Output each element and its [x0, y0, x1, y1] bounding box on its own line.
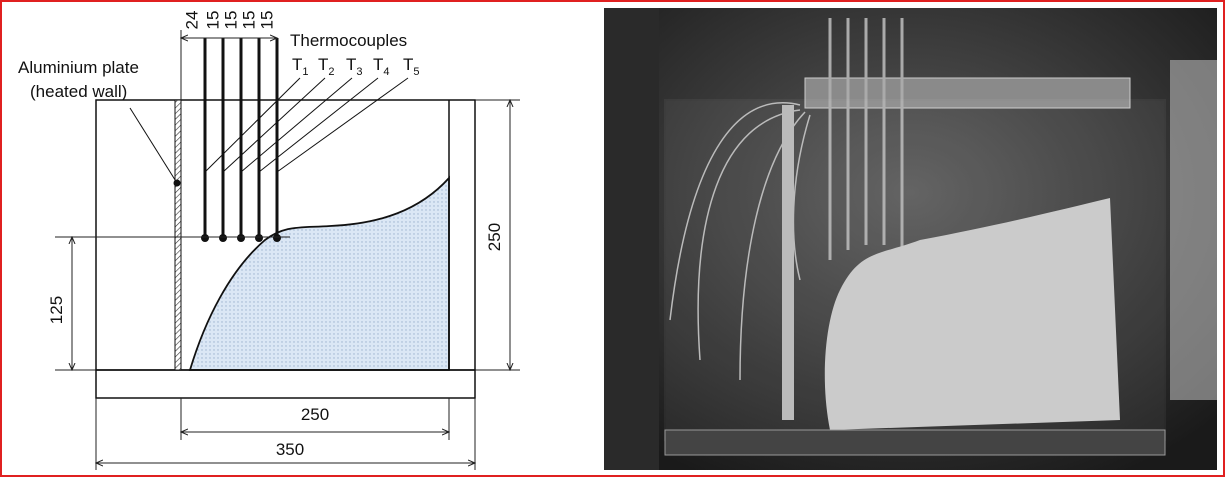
sensor-name: T [292, 55, 302, 74]
sensor-index: 4 [383, 66, 389, 78]
sensor-label: T5 [403, 55, 420, 78]
sensor-index: 1 [302, 66, 308, 78]
sensor-name: T [346, 55, 356, 74]
dimension-label: 250 [301, 405, 329, 424]
dimension-label: 350 [276, 440, 304, 459]
thermocouples-label: Thermocouples [290, 31, 407, 50]
spacing-label: 15 [203, 11, 222, 30]
spacing-label: 15 [239, 11, 258, 30]
sensor-label: T2 [318, 55, 335, 78]
dimension-lines [55, 30, 520, 470]
sand-profile [188, 175, 450, 371]
heated-wall [174, 99, 182, 371]
tank-base [95, 369, 476, 399]
sensor-dots [173, 179, 281, 242]
sensor-name: T [318, 55, 328, 74]
spacing-label: 15 [221, 11, 240, 30]
photo [604, 8, 1217, 470]
dimension-label: 250 [485, 223, 504, 251]
leader-lines [129, 77, 409, 184]
thermocouples [203, 38, 279, 238]
schematic: Aluminium plate (heated wall) Thermocoup… [18, 11, 520, 470]
plate-label: Aluminium plate [18, 58, 139, 77]
sensor-index: 3 [356, 66, 362, 78]
sensor-index: 2 [328, 66, 334, 78]
spacing-labels: 24 15 15 15 15 [182, 11, 276, 30]
dimension-label: 125 [47, 296, 66, 324]
spacing-label: 15 [257, 11, 276, 30]
sensor-label: T3 [346, 55, 363, 78]
sensor-name: T [373, 55, 383, 74]
sensor-label: T4 [373, 55, 390, 78]
sensor-labels: T1 T2 T3 T4 T5 [292, 55, 420, 78]
sensor-index: 5 [413, 66, 419, 78]
sensor-label: T1 [292, 55, 309, 78]
plate-label: (heated wall) [30, 82, 127, 101]
spacing-label: 24 [182, 11, 201, 30]
sensor-name: T [403, 55, 413, 74]
